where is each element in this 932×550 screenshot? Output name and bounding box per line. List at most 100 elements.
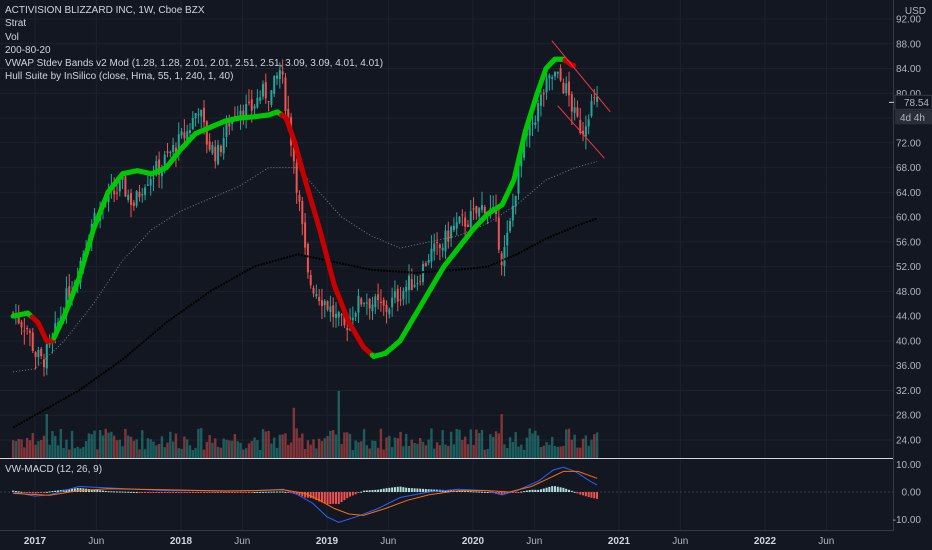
volume-bar — [303, 449, 307, 458]
candle-body — [413, 284, 416, 287]
time-axis[interactable]: 2017 Jun 2018 Jun 2019 Jun 2020 Jun 2021 Jun 2022 J… — [24, 536, 835, 547]
currency-label: USD — [905, 6, 926, 17]
macd-histogram-bar — [368, 490, 371, 492]
candle-body — [559, 68, 562, 81]
candle-body — [393, 291, 396, 298]
volume-bar — [68, 449, 71, 458]
legend-strat[interactable]: Strat — [5, 18, 27, 30]
legend-ma[interactable]: 200-80-20 — [5, 44, 51, 56]
volume-bar — [194, 447, 197, 458]
volume-bar — [447, 445, 450, 458]
macd-histogram-bar — [96, 489, 99, 492]
time-tick-label: 2021 — [608, 536, 631, 547]
macd-histogram-bar — [186, 492, 189, 493]
macd-histogram-bar — [14, 491, 17, 493]
volume-bar — [23, 447, 26, 458]
volume-bar — [388, 435, 391, 458]
legend-hull[interactable]: Hull Suite by InSilico (close, Hma, 55, … — [5, 71, 234, 83]
price-axis[interactable]: USD 24.00 28.00 32.00 36.00 40.00 44.00 48.00 52… — [889, 0, 932, 550]
macd-legend[interactable]: VW-MACD (12, 26, 9) — [5, 464, 103, 475]
volume-bar — [576, 447, 579, 458]
legend-vol[interactable]: Vol — [5, 31, 19, 43]
candle-body — [517, 163, 520, 194]
macd-histogram-bar — [405, 487, 408, 492]
macd-histogram-bar — [172, 492, 175, 493]
candle-body — [191, 117, 194, 129]
macd-histogram-bar — [503, 492, 506, 495]
macd-histogram-bar — [247, 492, 250, 493]
volume-bar — [374, 440, 377, 458]
macd-histogram-bar — [45, 491, 48, 493]
candle-body — [329, 306, 332, 313]
volume-bar — [402, 446, 405, 458]
candle-body — [320, 300, 323, 307]
candle-body — [28, 330, 31, 333]
volume-bar — [354, 440, 357, 458]
volume-bar — [228, 440, 231, 458]
volume-bar — [79, 448, 82, 458]
volume-bar — [570, 439, 574, 458]
volume-bar — [295, 428, 298, 458]
volume-bar — [275, 447, 279, 458]
candle-body — [144, 187, 147, 195]
volume-bar — [407, 446, 411, 458]
macd-histogram-bar — [28, 492, 31, 493]
volume-bar — [320, 441, 324, 458]
macd-histogram-bar — [132, 491, 135, 493]
candle-body — [438, 244, 441, 249]
macd-histogram-bar — [579, 492, 582, 495]
candle-body — [455, 222, 458, 229]
macd-histogram-bar — [191, 492, 194, 493]
channel-upper-line — [551, 40, 611, 113]
volume-bar — [155, 445, 158, 458]
volume-bar — [492, 436, 495, 458]
candle-body — [357, 295, 360, 313]
macd-histogram-bar — [312, 492, 315, 499]
volume-bar — [169, 431, 172, 458]
symbol-title[interactable]: ACTIVISION BLIZZARD INC, 1W, Cboe BZX — [5, 5, 205, 16]
grid-lines — [0, 0, 932, 531]
candle-body — [539, 94, 542, 106]
candle-body — [180, 131, 183, 136]
volume-bar — [536, 435, 540, 458]
macd-histogram-bar — [200, 492, 203, 493]
macd-tick-label: 0.00 — [902, 488, 922, 499]
volume-bar — [157, 443, 161, 458]
volume-bar — [121, 446, 124, 458]
macd-histogram-bar — [152, 492, 155, 493]
candle-body — [267, 101, 270, 103]
macd-histogram-bar — [253, 491, 256, 493]
candle-body — [596, 96, 599, 102]
price-tick-label: 24.00 — [896, 436, 921, 447]
volume-bar — [45, 414, 48, 458]
macd-histogram-bar — [301, 492, 304, 497]
candle-body — [509, 220, 512, 232]
macd-histogram-bar — [399, 486, 402, 492]
volume-bar — [469, 429, 472, 458]
macd-histogram-bar — [158, 492, 161, 493]
candle-body — [511, 205, 514, 221]
volume-bar — [39, 440, 43, 458]
moving-averages — [12, 160, 598, 429]
macd-histogram-bar — [104, 490, 107, 492]
macd-histogram-bar — [565, 488, 568, 492]
macd-histogram-bar — [447, 490, 450, 492]
volume-bar — [180, 448, 183, 458]
candle-body — [576, 107, 579, 117]
macd-histogram-bar — [267, 491, 270, 493]
macd-histogram-bar — [51, 491, 54, 493]
candle-body — [188, 130, 191, 133]
volume-bar — [306, 440, 310, 458]
volume-bar — [183, 436, 186, 458]
legend-vwap[interactable]: VWAP Stdev Bands v2 Mod (1.28, 1.28, 2.0… — [5, 58, 384, 70]
candle-body — [464, 217, 467, 227]
volume-bar — [528, 428, 531, 458]
volume-bar — [177, 448, 180, 458]
volume-bar — [500, 414, 503, 458]
volume-bar — [399, 431, 402, 458]
macd-histogram-bar — [365, 490, 368, 492]
macd-histogram-bar — [542, 488, 545, 492]
candle-body — [363, 302, 366, 304]
macd-histogram-bar — [500, 492, 503, 496]
